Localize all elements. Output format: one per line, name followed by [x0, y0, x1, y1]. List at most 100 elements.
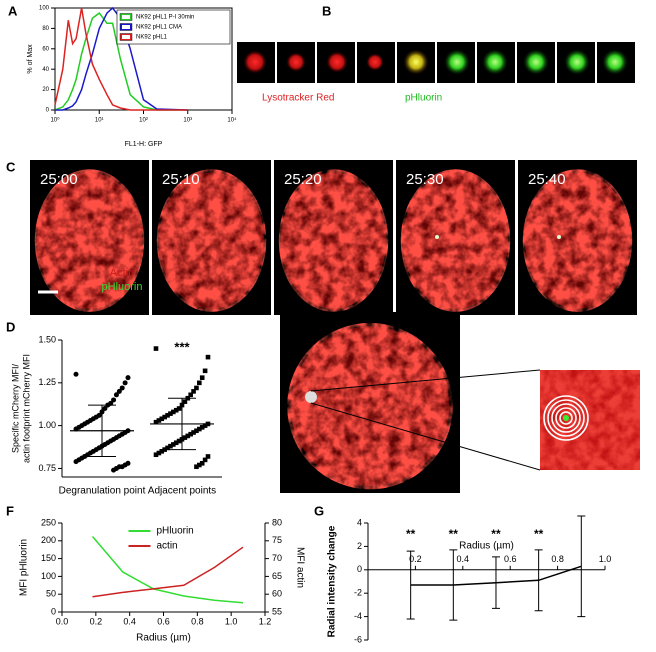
- y-tick-label: 50: [46, 589, 56, 599]
- x-tick-label: 10³: [183, 118, 192, 124]
- cell: [287, 322, 453, 490]
- dot: [199, 425, 205, 430]
- dot: [153, 452, 159, 458]
- legend-label: NK92 pHL1: [136, 35, 168, 41]
- dot: [102, 406, 108, 411]
- y-tick-label: 0: [357, 564, 362, 574]
- dot: [182, 399, 188, 404]
- dot: [194, 464, 199, 470]
- x-tick-label: 1.2: [259, 616, 272, 626]
- dot: [111, 467, 117, 473]
- legend-label: actin: [157, 541, 178, 552]
- dot: [202, 368, 208, 374]
- y-tick-label: 0.75: [38, 463, 56, 473]
- inset-texture: [540, 370, 640, 470]
- y2-tick-label: 65: [272, 571, 282, 581]
- channel-label: Actin: [110, 267, 134, 279]
- error-bar: [449, 549, 458, 621]
- cell: [400, 169, 511, 312]
- x-tick-label: 0.8: [551, 554, 564, 564]
- dot: [199, 461, 205, 466]
- dot: [159, 449, 165, 454]
- y-tick-label: -2: [354, 588, 362, 598]
- caption: pHluorin: [405, 93, 442, 104]
- error-bar: [88, 404, 116, 457]
- pHluorin-spot: [435, 235, 439, 239]
- y-axis-label: % of Max: [27, 44, 34, 74]
- cell: [278, 169, 389, 312]
- dot: [73, 459, 79, 465]
- dot: [205, 454, 211, 459]
- x-tick-label: 0.4: [123, 616, 136, 626]
- dot: [168, 411, 173, 416]
- dot: [165, 445, 170, 451]
- y2-tick-label: 55: [272, 606, 282, 616]
- series-line: [54, 7, 188, 111]
- dot: [116, 388, 122, 394]
- dot: [111, 397, 117, 403]
- y-tick-label: 0: [46, 108, 50, 114]
- error-bar: [534, 549, 543, 612]
- dot: [188, 392, 193, 398]
- panel-letter: A: [8, 3, 18, 18]
- x-tick-label: 0.2: [90, 616, 103, 626]
- dot: [122, 380, 128, 386]
- dot: [194, 385, 199, 391]
- x-tick-label: 0.2: [409, 554, 422, 564]
- ring: [547, 399, 585, 437]
- timestamp: 25:30: [406, 171, 444, 188]
- series-line: [92, 546, 244, 598]
- vesicle: [403, 49, 429, 75]
- cell: [522, 169, 633, 312]
- annotation: **: [449, 527, 459, 541]
- legend-swatch-inner: [122, 35, 130, 39]
- dot: [171, 442, 176, 447]
- dot: [176, 406, 182, 411]
- vesicle: [602, 49, 628, 75]
- series-line: [91, 536, 244, 604]
- x-tick-label: 0.0: [56, 616, 69, 626]
- vesicle: [564, 49, 590, 75]
- dot: [159, 416, 165, 422]
- annotation: **: [534, 527, 544, 541]
- dot: [205, 354, 211, 360]
- dot: [73, 371, 79, 377]
- pHluorin-spot: [563, 415, 569, 421]
- legend-label: NK92 pHL1 CMA: [136, 25, 182, 31]
- panel-letter: F: [6, 503, 14, 518]
- x-tick-label: 0.6: [157, 616, 170, 626]
- x-axis-label: Radius (µm): [459, 540, 514, 551]
- x-tick-label: 0.8: [191, 616, 204, 626]
- y-tick-label: 250: [41, 517, 56, 527]
- legend-swatch-inner: [122, 25, 130, 29]
- roi: [305, 391, 317, 403]
- panel-letter: D: [6, 319, 15, 334]
- ring: [559, 411, 573, 425]
- dot: [119, 385, 125, 391]
- y-tick-label: 1.50: [38, 334, 56, 344]
- y-axis-label: actin footprint mCherry MFI: [21, 354, 31, 463]
- y-tick-label: -4: [354, 611, 362, 621]
- legend-box: [116, 9, 231, 45]
- error-bar: [491, 556, 500, 609]
- panel-letter: C: [6, 159, 16, 174]
- dot: [191, 430, 196, 435]
- y2-tick-label: 60: [272, 589, 282, 599]
- dot: [171, 409, 176, 415]
- vesicle: [444, 49, 470, 75]
- error-bar: [168, 397, 196, 451]
- y2-axis-label: MFI actin: [294, 547, 305, 588]
- dot: [202, 423, 208, 428]
- dot: [156, 450, 162, 456]
- x-tick-label: Adjacent points: [148, 486, 216, 497]
- y-tick-label: 1.25: [38, 377, 56, 387]
- timestamp: 25:00: [40, 171, 78, 188]
- panel-letter: B: [322, 3, 331, 18]
- timestamp: 25:10: [162, 171, 200, 188]
- y-tick-label: 60: [42, 46, 49, 52]
- series-line: [55, 6, 188, 111]
- dot: [197, 380, 202, 386]
- dot: [125, 375, 131, 381]
- ring: [555, 407, 577, 429]
